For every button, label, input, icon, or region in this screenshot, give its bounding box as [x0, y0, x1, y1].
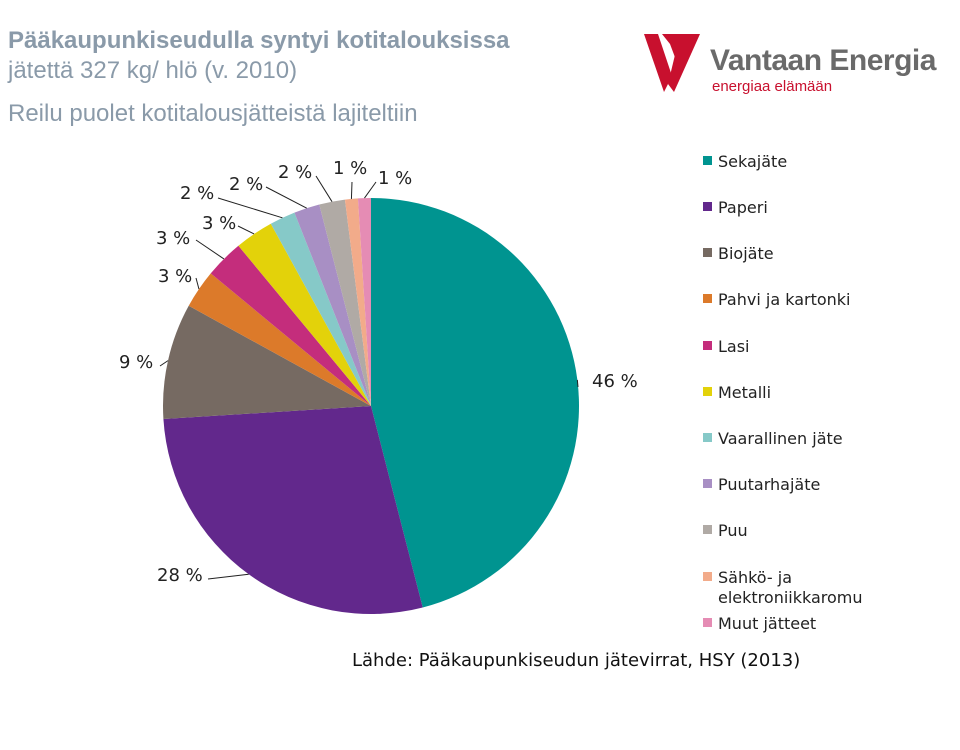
leader-line-3 — [159, 360, 169, 367]
leader-line-2 — [207, 573, 249, 580]
source-note: Lähde: Pääkaupunkiseudun jätevirrat, HSY… — [352, 650, 801, 671]
legend-swatch — [703, 387, 712, 396]
data-label-3: 9 % — [119, 352, 153, 373]
legend-label: Puu — [718, 521, 748, 540]
pie-slice-6 — [238, 223, 371, 406]
legend-label: Metalli — [718, 383, 772, 402]
legend-label: Sekajäte — [718, 152, 788, 171]
data-label-2: 28 % — [157, 565, 203, 586]
pie-slice-11 — [357, 198, 371, 406]
data-label-8: 2 % — [229, 174, 263, 195]
leader-line-7 — [217, 197, 283, 219]
data-label-5: 3 % — [156, 228, 190, 249]
leader-line-5 — [195, 239, 225, 260]
data-label-4: 3 % — [158, 266, 192, 287]
leader-line-4 — [195, 277, 200, 290]
leader-line-6 — [237, 225, 255, 235]
data-label-10: 1 % — [333, 158, 367, 179]
legend-swatch — [703, 479, 712, 488]
data-label-1: 46 % — [592, 371, 638, 392]
legend-label: Puutarhajäte — [718, 475, 821, 494]
leader-line-10 — [350, 181, 353, 199]
logo-name: Vantaan Energia — [710, 44, 936, 77]
legend-swatch — [703, 572, 712, 581]
leader-line-8 — [265, 186, 307, 209]
legend-swatch — [703, 202, 712, 211]
title-line-2: jätettä 327 kg/ hlö (v. 2010) — [8, 57, 298, 84]
leader-line-11 — [364, 181, 377, 199]
pie-slice-10 — [344, 198, 371, 406]
pie-slice-3 — [163, 305, 371, 420]
v-logo-icon — [644, 34, 700, 92]
legend-label: Sähkö- ja elektroniikkaromu — [718, 568, 863, 607]
chart-subtitle: Reilu puolet kotitalousjätteistä lajitel… — [8, 100, 418, 127]
leader-line-9 — [315, 175, 333, 202]
pie-slice-4 — [188, 273, 371, 406]
leader-line-1 — [576, 379, 579, 388]
chart-title: Pääkaupunkiseudulla syntyi kotitalouksis… — [8, 26, 628, 86]
pie-slice-2 — [163, 406, 423, 614]
legend-swatch — [703, 433, 712, 442]
data-label-7: 2 % — [180, 183, 214, 204]
legend-swatch — [703, 156, 712, 165]
pie-slice-9 — [319, 199, 371, 406]
legend-label: Lasi — [718, 337, 750, 356]
data-label-6: 3 % — [202, 213, 236, 234]
pie-slice-7 — [270, 212, 371, 406]
legend-swatch — [703, 294, 712, 303]
data-label-9: 2 % — [278, 162, 312, 183]
legend-swatch — [703, 341, 712, 350]
legend-label: Biojäte — [718, 244, 774, 263]
data-label-11: 1 % — [378, 168, 412, 189]
legend-swatch — [703, 525, 712, 534]
legend-label: Pahvi ja kartonki — [718, 290, 851, 309]
logo-slogan: energiaa elämään — [712, 78, 833, 95]
pie-slice-1 — [371, 198, 579, 608]
legend-label: Paperi — [718, 198, 768, 217]
title-line-1: Pääkaupunkiseudulla syntyi kotitalouksis… — [8, 27, 510, 54]
legend-label: Vaarallinen jäte — [718, 429, 843, 448]
legend-swatch — [703, 618, 712, 627]
vantaan-energia-logo: Vantaan Energia energiaa elämään — [640, 30, 940, 100]
legend-label: Muut jätteet — [718, 614, 817, 633]
pie-slice-5 — [210, 245, 371, 406]
pie-slice-8 — [294, 204, 371, 406]
legend-swatch — [703, 248, 712, 257]
